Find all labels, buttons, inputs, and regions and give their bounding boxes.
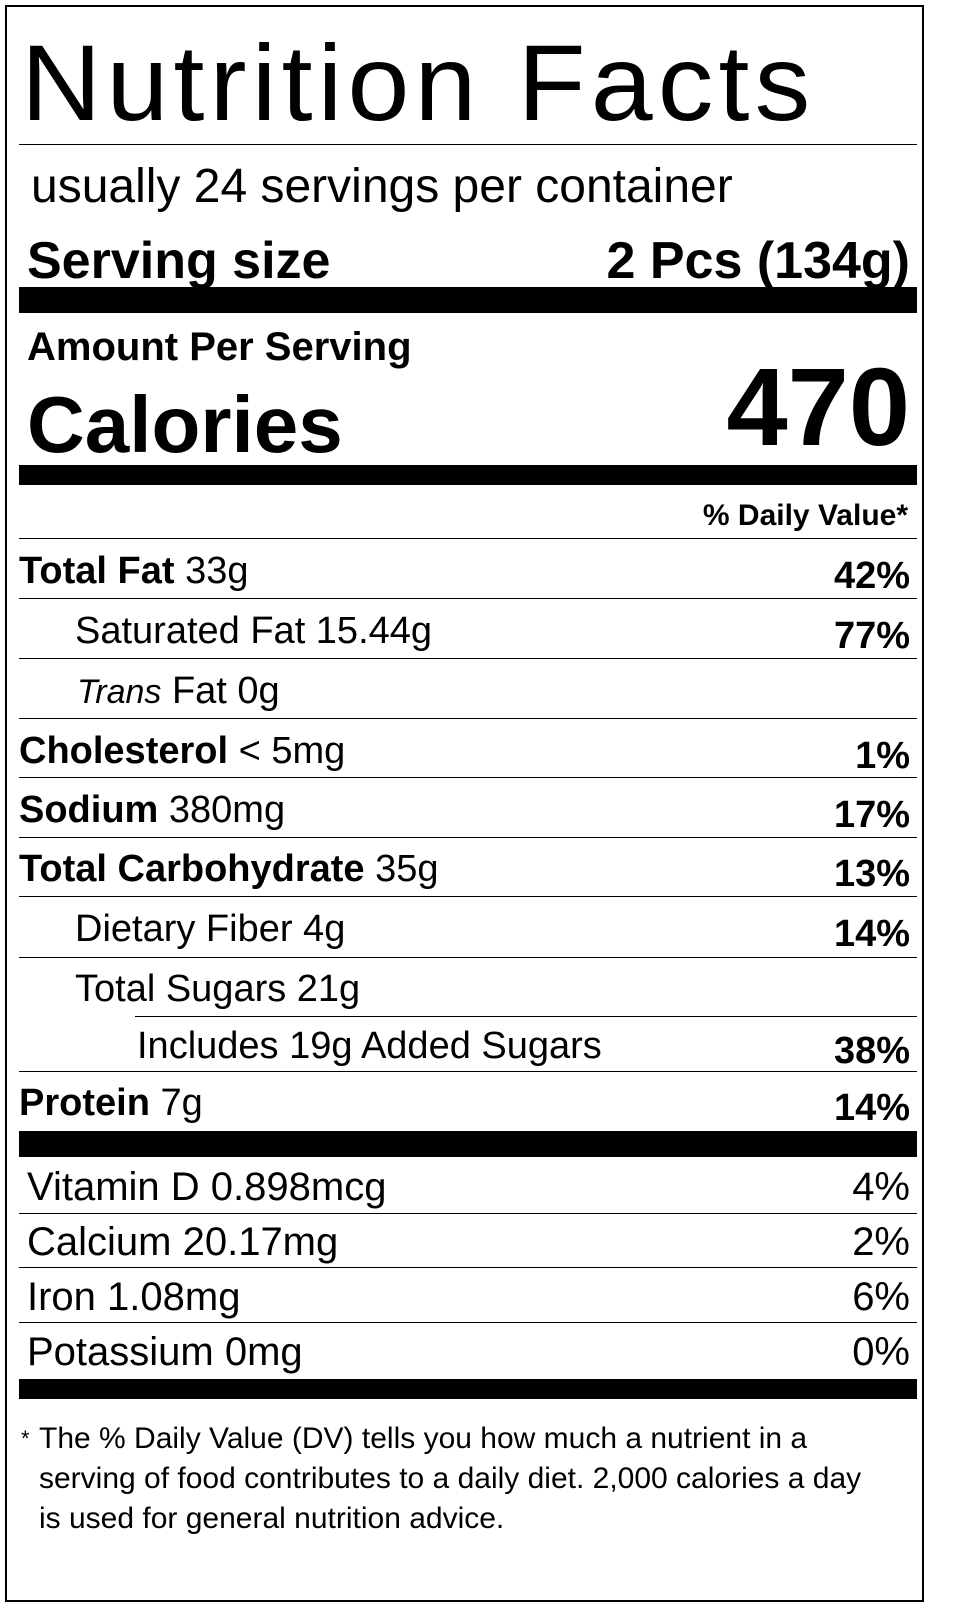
footnote-text: The % Daily Value (DV) tells you how muc… <box>39 1422 862 1535</box>
divider <box>135 1016 917 1017</box>
vitamin-dv: 0% <box>852 1330 910 1374</box>
nutrient-name: Cholesterol <box>19 730 229 772</box>
nutrient-dv: 1% <box>855 735 910 777</box>
label-title: Nutrition Facts <box>21 22 816 143</box>
daily-value-header: % Daily Value* <box>702 499 908 532</box>
medium-divider <box>19 465 917 485</box>
nutrient-dv: 13% <box>833 853 910 895</box>
nutrient-row-added-sugars: Includes 19g Added Sugars <box>137 1025 602 1067</box>
calories-value: 470 <box>726 346 910 469</box>
nutrient-amount: 35g <box>375 848 439 890</box>
nutrient-name: Total Fat <box>19 550 175 592</box>
trans-italic: Trans <box>77 673 162 711</box>
calories-label: Calories <box>27 380 343 469</box>
amount-per-serving: Amount Per Serving <box>27 325 412 369</box>
nutrient-amount: 380mg <box>168 789 286 831</box>
nutrient-dv: 17% <box>833 794 910 836</box>
nutrient-dv: 77% <box>833 615 910 657</box>
divider <box>19 538 917 539</box>
divider <box>19 777 917 778</box>
vitamin-row-iron: Iron 1.08mg <box>27 1275 241 1319</box>
nutrient-dv: 14% <box>833 1087 910 1129</box>
serving-size-value: 2 Pcs (134g) <box>606 232 911 290</box>
thick-divider <box>19 287 917 313</box>
nutrient-row-cholesterol: Cholesterol < 5mg <box>19 732 345 770</box>
nutrient-row-total-carbohydrate: Total Carbohydrate 35g <box>19 850 439 888</box>
divider <box>19 1267 917 1268</box>
vitamin-dv: 6% <box>852 1275 910 1319</box>
nutrient-row-trans-fat: Trans Fat 0g <box>77 672 280 710</box>
divider <box>19 1071 917 1072</box>
nutrient-row-total-fat: Total Fat 33g <box>19 552 248 590</box>
nutrient-name: Sodium <box>19 789 159 831</box>
nutrient-row-protein: Protein 7g <box>19 1084 203 1122</box>
serving-size-label: Serving size <box>27 232 331 290</box>
divider <box>19 658 917 659</box>
divider <box>19 837 917 838</box>
footnote: * The % Daily Value (DV) tells you how m… <box>21 1419 891 1539</box>
nutrient-row-sodium: Sodium 380mg <box>19 791 285 829</box>
vitamin-row-calcium: Calcium 20.17mg <box>27 1220 339 1264</box>
servings-per-container: usually 24 servings per container <box>31 160 733 213</box>
nutrient-row-total-sugars: Total Sugars 21g <box>75 968 361 1010</box>
nutrient-row-saturated-fat: Saturated Fat 15.44g <box>75 610 433 652</box>
footnote-marker: * <box>21 1426 30 1451</box>
medium-divider <box>19 1379 917 1399</box>
vitamin-row-potassium: Potassium 0mg <box>27 1330 303 1374</box>
nutrient-name: Total Carbohydrate <box>19 848 365 890</box>
divider <box>19 957 917 958</box>
nutrient-name: Protein <box>19 1082 150 1124</box>
nutrient-dv: 14% <box>833 913 910 955</box>
nutrient-amount: < 5mg <box>238 730 346 772</box>
nutrition-facts-panel: Nutrition Facts usually 24 servings per … <box>5 5 924 1602</box>
vitamin-dv: 2% <box>852 1220 910 1264</box>
divider <box>19 1322 917 1323</box>
divider <box>19 896 917 897</box>
nutrient-name: Fat 0g <box>171 670 280 712</box>
nutrient-row-dietary-fiber: Dietary Fiber 4g <box>75 908 346 950</box>
vitamin-dv: 4% <box>852 1165 910 1209</box>
nutrient-amount: 33g <box>185 550 249 592</box>
divider <box>19 1213 917 1214</box>
nutrient-dv: 38% <box>833 1030 910 1072</box>
nutrient-dv: 42% <box>833 555 910 597</box>
thick-divider <box>19 1131 917 1157</box>
divider <box>19 718 917 719</box>
nutrient-amount: 7g <box>160 1082 203 1124</box>
vitamin-row-vitamin-d: Vitamin D 0.898mcg <box>27 1165 387 1209</box>
divider <box>19 144 917 145</box>
divider <box>19 598 917 599</box>
